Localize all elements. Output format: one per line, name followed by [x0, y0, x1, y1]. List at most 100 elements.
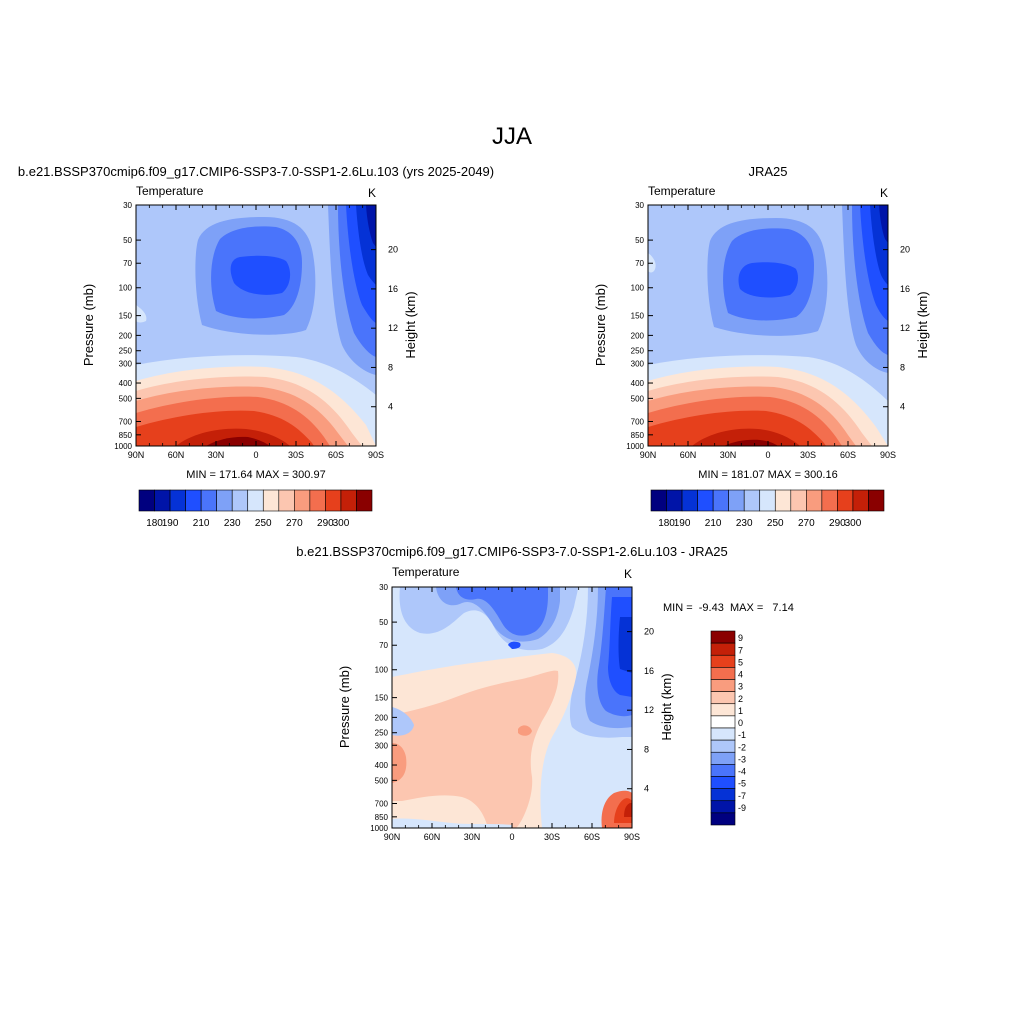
- panel-model-colorbar-swatch: [325, 489, 342, 512]
- panel-model-ylabel-right: Height (km): [403, 291, 418, 358]
- panel-diff-colorbar-swatch: [710, 764, 736, 777]
- panel-obs-ytick-label: 1000: [626, 442, 644, 451]
- panel-diff-ytick-label: 50: [379, 618, 388, 627]
- panel-diff-plot: [392, 587, 632, 828]
- figure-title: JJA: [492, 123, 532, 150]
- panel-obs-colorbar-swatch: [774, 489, 792, 512]
- panel-model-colorbar-label: 190: [162, 518, 179, 529]
- panel-obs-ylabel-right: Height (km): [915, 291, 930, 358]
- panel-obs-xtick-label: 90N: [640, 450, 657, 460]
- panel-diff-colorbar-label: 7: [738, 645, 743, 655]
- panel-obs-xtick-label: 60N: [680, 450, 697, 460]
- panel-obs-colorbar-label: 290: [829, 518, 846, 529]
- panel-model-ytick-label: 400: [119, 379, 133, 388]
- panel-model-ytick-label: 100: [119, 284, 133, 293]
- panel-diff-ytick-label: 250: [375, 729, 389, 738]
- panel-diff-ytick-label: 850: [375, 813, 389, 822]
- panel-diff-colorbar-swatch: [710, 788, 736, 802]
- panel-diff-colorbar-swatch: [710, 630, 736, 644]
- panel-model: b.e21.BSSP370cmip6.f09_g17.CMIP6-SSP3-7.…: [18, 164, 494, 529]
- panel-obs-colorbar-label: 270: [798, 518, 815, 529]
- panel-obs-xtick-label: 60S: [840, 450, 856, 460]
- panel-model-ytick-label: 50: [123, 236, 132, 245]
- panel-diff-colorbar-label: -5: [738, 779, 746, 789]
- panel-diff-colorbar-swatch: [710, 691, 736, 705]
- panel-diff-colorbar-label: -7: [738, 791, 746, 801]
- panel-model-stats: MIN = 171.64 MAX = 300.97: [186, 469, 325, 481]
- panel-diff-ytick-label: 300: [375, 741, 389, 750]
- panel-obs-colorbar-swatch: [868, 489, 885, 512]
- panel-obs-ytick-label: 500: [631, 394, 645, 403]
- panel-obs-plot: [648, 205, 888, 446]
- panel-model-plot: [136, 205, 376, 446]
- panel-diff-ytick-label: 1000: [370, 824, 388, 833]
- panel-obs-colorbar-swatch: [728, 489, 745, 512]
- panel-model-colorbar-swatch: [340, 489, 357, 512]
- panel-model-xtick-label: 60N: [168, 450, 185, 460]
- panel-diff-colorbar-label: 3: [738, 682, 743, 692]
- panel-diff-ytick-label: 70: [379, 641, 388, 650]
- panel-model-ytick-label: 250: [119, 347, 133, 356]
- panel-model-colorbar-label: 230: [224, 518, 241, 529]
- panel-obs-ytick-label: 50: [635, 236, 644, 245]
- panel-model-ytick-right-label: 20: [388, 245, 398, 255]
- panel-model-colorbar-label: 210: [193, 518, 210, 529]
- panel-obs-colorbar-swatch: [837, 489, 854, 512]
- panel-model-ytick-label: 850: [119, 431, 133, 440]
- panel-diff-right-label: K: [624, 567, 632, 581]
- panel-diff-colorbar-label: 4: [738, 670, 743, 680]
- panel-obs-left-label: Temperature: [648, 184, 716, 198]
- panel-diff-colorbar-swatch: [710, 812, 736, 826]
- panel-diff-xtick-label: 60S: [584, 832, 600, 842]
- panel-model-xtick-label: 90N: [128, 450, 145, 460]
- panel-model-xtick-label: 90S: [368, 450, 384, 460]
- panel-model-colorbar-label: 270: [286, 518, 303, 529]
- panel-model-colorbar-swatch: [278, 489, 295, 512]
- panel-diff-stats: MIN = -9.43 MAX = 7.14: [663, 602, 794, 614]
- panel-model-ytick-label: 150: [119, 312, 133, 321]
- panel-diff-colorbar-label: 2: [738, 694, 743, 704]
- panel-diff-colorbar-label: -2: [738, 742, 746, 752]
- panel-diff-ytick-right-label: 8: [644, 744, 649, 754]
- panel-obs-colorbar-swatch: [790, 489, 807, 512]
- panel-obs-ylabel: Pressure (mb): [593, 284, 608, 366]
- panel-diff-colorbar-swatch: [710, 751, 736, 765]
- panel-model-ytick-right-label: 8: [388, 362, 393, 372]
- panel-obs-ytick-label: 200: [631, 331, 645, 340]
- panel-model-colorbar-swatch: [138, 489, 155, 512]
- panel-model-colorbar-swatch: [309, 489, 326, 512]
- panel-diff-xtick-label: 60N: [424, 832, 441, 842]
- panel-obs-colorbar-swatch: [759, 489, 776, 512]
- panel-obs-ytick-label: 300: [631, 359, 645, 368]
- panel-diff-colorbar-swatch: [710, 679, 736, 692]
- panel-model-colorbar-swatch: [200, 489, 217, 512]
- panel-diff-colorbar-swatch: [710, 642, 736, 656]
- panel-obs-ytick-label: 70: [635, 259, 644, 268]
- panel-obs-colorbar-label: 230: [736, 518, 753, 529]
- panel-model-colorbar-swatch: [356, 489, 373, 512]
- panel-model-ytick-label: 1000: [114, 442, 132, 451]
- panel-obs-ytick-right-label: 8: [900, 362, 905, 372]
- panel-obs-colorbar-label: 180: [658, 518, 675, 529]
- panel-obs-colorbar-label: 250: [767, 518, 784, 529]
- panel-diff-ytick-label: 500: [375, 776, 389, 785]
- panel-diff-colorbar-swatch: [710, 667, 736, 680]
- panel-obs-ytick-label: 100: [631, 284, 645, 293]
- panel-diff-colorbar-label: -1: [738, 730, 746, 740]
- panel-model-left-label: Temperature: [136, 184, 204, 198]
- panel-model-colorbar-swatch: [154, 489, 171, 512]
- panel-diff-ylabel-right: Height (km): [659, 673, 674, 740]
- panel-obs-colorbar-swatch: [712, 489, 729, 512]
- panel-diff-ytick-label: 100: [375, 666, 389, 675]
- panel-obs-colorbar-label: 190: [674, 518, 691, 529]
- panel-model-colorbar-swatch: [185, 489, 202, 512]
- panel-diff-colorbar-swatch: [710, 727, 736, 741]
- panel-model-ytick-right-label: 16: [388, 284, 398, 294]
- panel-model-ytick-label: 700: [119, 417, 133, 426]
- panel-obs-colorbar-swatch: [821, 489, 838, 512]
- panel-obs-ytick-label: 400: [631, 379, 645, 388]
- panel-obs-xtick-label: 90S: [880, 450, 896, 460]
- panel-diff-ytick-label: 150: [375, 694, 389, 703]
- panel-diff-ytick-label: 200: [375, 713, 389, 722]
